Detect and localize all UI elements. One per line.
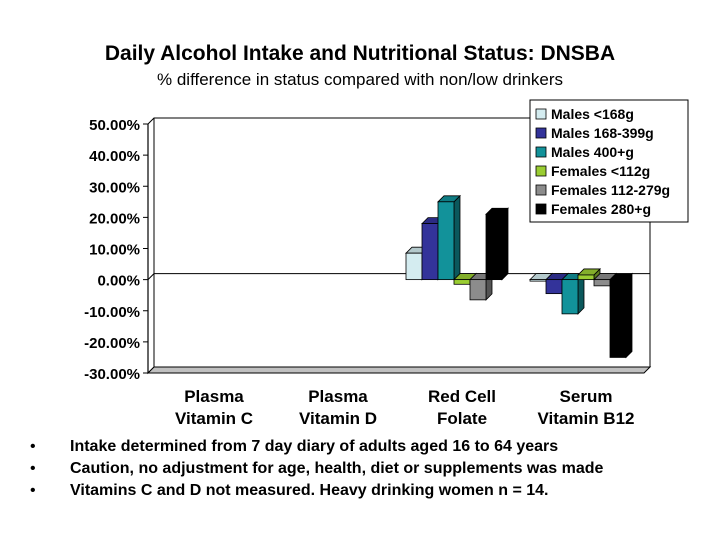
legend-box <box>529 99 689 223</box>
bar <box>485 213 503 281</box>
bar <box>577 274 595 281</box>
legend-label: Females 280+g <box>551 201 651 217</box>
bar <box>453 279 471 285</box>
legend-swatch <box>535 127 547 139</box>
y-tick-label: -20.00% <box>84 335 140 352</box>
y-tick-label: 10.00% <box>89 242 140 259</box>
note-item: • Vitamins C and D not measured. Heavy d… <box>0 482 720 504</box>
bar <box>437 201 455 281</box>
bullet: • <box>30 460 36 477</box>
x-tick-label: Plasma <box>184 387 244 406</box>
legend-label: Females <112g <box>551 163 650 179</box>
y-tick-label: 50.00% <box>89 117 140 134</box>
x-tick-label: Red Cell <box>428 387 496 406</box>
bar <box>545 279 563 295</box>
y-tick-label: 0.00% <box>97 273 140 290</box>
y-tick-label: 40.00% <box>89 148 140 165</box>
legend-label: Males <168g <box>551 106 634 122</box>
bar-side <box>625 272 633 359</box>
bar <box>405 252 423 281</box>
bullet: • <box>30 482 36 499</box>
x-tick-label: Plasma <box>308 387 368 406</box>
legend-label: Males 400+g <box>551 144 634 160</box>
bar <box>529 279 547 282</box>
legend-label: Males 168-399g <box>551 125 654 141</box>
legend-swatch <box>535 146 547 158</box>
y-tick-label: -30.00% <box>84 366 140 383</box>
chart-title: Daily Alcohol Intake and Nutritional Sta… <box>104 42 616 65</box>
bar-side <box>453 194 461 281</box>
legend-swatch <box>535 108 547 120</box>
y-tick-label: 30.00% <box>89 179 140 196</box>
zero-line-depth <box>147 273 155 280</box>
note-text: Caution, no adjustment for age, health, … <box>70 460 604 477</box>
legend-swatch <box>535 203 547 215</box>
y-tick-label: -10.00% <box>84 304 140 321</box>
bar <box>561 279 579 315</box>
notes-list: • Intake determined from 7 day diary of … <box>0 438 720 504</box>
bar <box>593 279 611 287</box>
note-text: Intake determined from 7 day diary of ad… <box>70 438 559 455</box>
bar <box>609 279 627 358</box>
bullet: • <box>30 438 36 455</box>
legend-label: Females 112-279g <box>551 182 670 198</box>
note-item: • Intake determined from 7 day diary of … <box>0 438 720 460</box>
legend-swatch <box>535 165 547 177</box>
chart-subtitle: % difference in status compared with non… <box>157 70 563 89</box>
x-tick-label: Folate <box>437 409 487 428</box>
x-tick-label: Vitamin C <box>175 409 253 428</box>
note-text: Vitamins C and D not measured. Heavy dri… <box>70 482 549 499</box>
legend-swatch <box>535 184 547 196</box>
y-tick-label: 20.00% <box>89 210 140 227</box>
bar-side <box>501 207 509 281</box>
x-tick-label: Vitamin B12 <box>537 409 634 428</box>
x-tick-label: Vitamin D <box>299 409 377 428</box>
floor <box>146 366 652 374</box>
note-item: • Caution, no adjustment for age, health… <box>0 460 720 482</box>
bar <box>469 279 487 301</box>
bar <box>421 223 439 281</box>
x-tick-label: Serum <box>560 387 613 406</box>
